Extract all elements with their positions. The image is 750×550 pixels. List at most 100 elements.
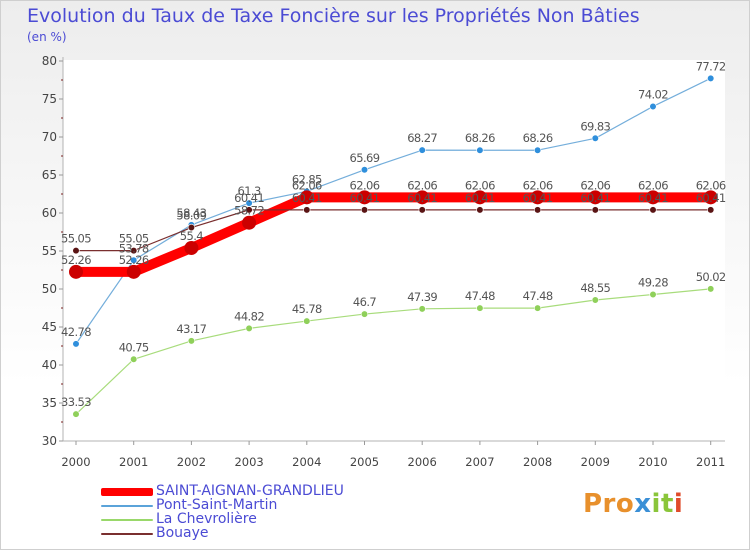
data-label: 55.05 [61, 232, 91, 246]
legend-swatch [101, 519, 153, 521]
data-label: 60.41 [234, 191, 264, 205]
data-label: 55.4 [180, 229, 203, 243]
y-tick-label: 30 [42, 434, 57, 448]
y-tick-label: 80 [42, 54, 57, 68]
data-label: 33.53 [61, 395, 91, 409]
legend-label: SAINT-AIGNAN-GRANDLIEU [156, 483, 344, 499]
data-point [476, 146, 484, 154]
data-labels-pont-saint-martin: 42.78 53.78 58.43 61.3 62.85 65.69 68.27 68.26 6… [61, 59, 727, 339]
data-label: 62.06 [465, 178, 495, 192]
data-point [357, 190, 372, 205]
legend-label: Pont-Saint-Martin [156, 497, 278, 513]
data-labels-la-chevroli-re: 33.53 40.75 43.17 44.82 45.78 46.7 47.39 47.48 4… [61, 270, 727, 409]
legend-label: La Chevrolière [156, 511, 257, 527]
data-point [418, 305, 426, 313]
data-label: 45.78 [292, 302, 322, 316]
data-point [242, 215, 257, 230]
data-label: 60.41 [292, 191, 322, 205]
data-label: 40.75 [119, 340, 149, 354]
data-point [69, 264, 83, 279]
data-point [130, 247, 138, 255]
data-point [533, 304, 542, 312]
y-tick-label: 65 [42, 168, 57, 182]
data-point [476, 304, 484, 312]
data-point [72, 247, 80, 255]
data-point [360, 206, 369, 214]
x-tick-label: 2006 [408, 455, 437, 469]
chart-title: Evolution du Taux de Taxe Foncière sur l… [27, 5, 640, 27]
data-point [707, 285, 715, 293]
data-label: 68.26 [523, 131, 553, 145]
data-label: 62.06 [407, 178, 437, 192]
data-label: 60.41 [696, 191, 726, 205]
data-point [184, 240, 199, 255]
data-label: 62.06 [292, 178, 322, 192]
data-point [187, 337, 195, 345]
data-label: 60.41 [465, 191, 495, 205]
unit-label: (en %) [27, 30, 67, 44]
data-label: 62.85 [292, 172, 322, 186]
data-label: 62.06 [638, 178, 668, 192]
data-label: 58.72 [234, 204, 264, 218]
x-tick-label: 2011 [696, 455, 725, 469]
data-label: 55.05 [119, 232, 149, 246]
data-label: 62.06 [696, 178, 726, 192]
y-tick-label: 35 [42, 396, 57, 410]
data-point [360, 166, 369, 174]
data-point [703, 190, 718, 205]
data-point [649, 102, 657, 111]
data-point [649, 290, 657, 299]
y-tick-label: 55 [42, 244, 57, 258]
plot-area [63, 60, 725, 441]
data-point [299, 190, 314, 205]
data-label: 62.06 [580, 178, 610, 192]
series-line-saint-aignan-grandlieu [71, 192, 716, 277]
data-label: 61.3 [237, 184, 260, 198]
x-tick-label: 2008 [523, 455, 552, 469]
data-point [72, 410, 80, 418]
data-point [472, 190, 487, 205]
y-tick-label: 70 [42, 130, 57, 144]
data-point [591, 134, 599, 142]
x-tick-label: 2003 [234, 455, 263, 469]
data-point [72, 340, 80, 348]
x-tick-label: 2005 [350, 455, 379, 469]
data-point [126, 264, 141, 279]
series-la-chevroli-re [72, 285, 715, 418]
data-label: 60.41 [407, 191, 437, 205]
y-tick-label: 60 [42, 206, 57, 220]
data-label: 47.48 [465, 289, 495, 303]
legend-label: Bouaye [156, 525, 209, 541]
data-point [533, 146, 542, 154]
data-label: 52.26 [61, 253, 91, 267]
data-label: 49.28 [638, 275, 668, 289]
data-label: 47.48 [523, 289, 553, 303]
data-point [591, 206, 599, 214]
data-label: 68.26 [465, 131, 495, 145]
data-label: 43.17 [176, 322, 206, 336]
data-label: 60.41 [523, 191, 553, 205]
series-bouaye [72, 206, 715, 255]
data-label: 53.78 [119, 241, 149, 255]
data-label: 77.72 [696, 59, 726, 73]
data-point [415, 190, 430, 205]
data-label: 60.41 [638, 191, 668, 205]
data-label: 69.83 [580, 119, 610, 133]
data-label: 47.39 [407, 290, 437, 304]
data-point [245, 206, 253, 214]
data-point [530, 190, 545, 205]
data-point [303, 206, 311, 214]
data-label: 46.7 [353, 295, 376, 309]
proxiti-logo: Proxiti [583, 489, 684, 519]
y-tick-label: 45 [42, 320, 57, 334]
data-label: 58.43 [176, 206, 206, 220]
x-tick-label: 2002 [177, 455, 206, 469]
data-point [303, 317, 311, 325]
x-tick-label: 2004 [292, 455, 321, 469]
data-point [646, 190, 660, 205]
x-tick-label: 2010 [638, 455, 667, 469]
data-label: 42.78 [61, 325, 91, 339]
y-tick-label: 50 [42, 282, 57, 296]
